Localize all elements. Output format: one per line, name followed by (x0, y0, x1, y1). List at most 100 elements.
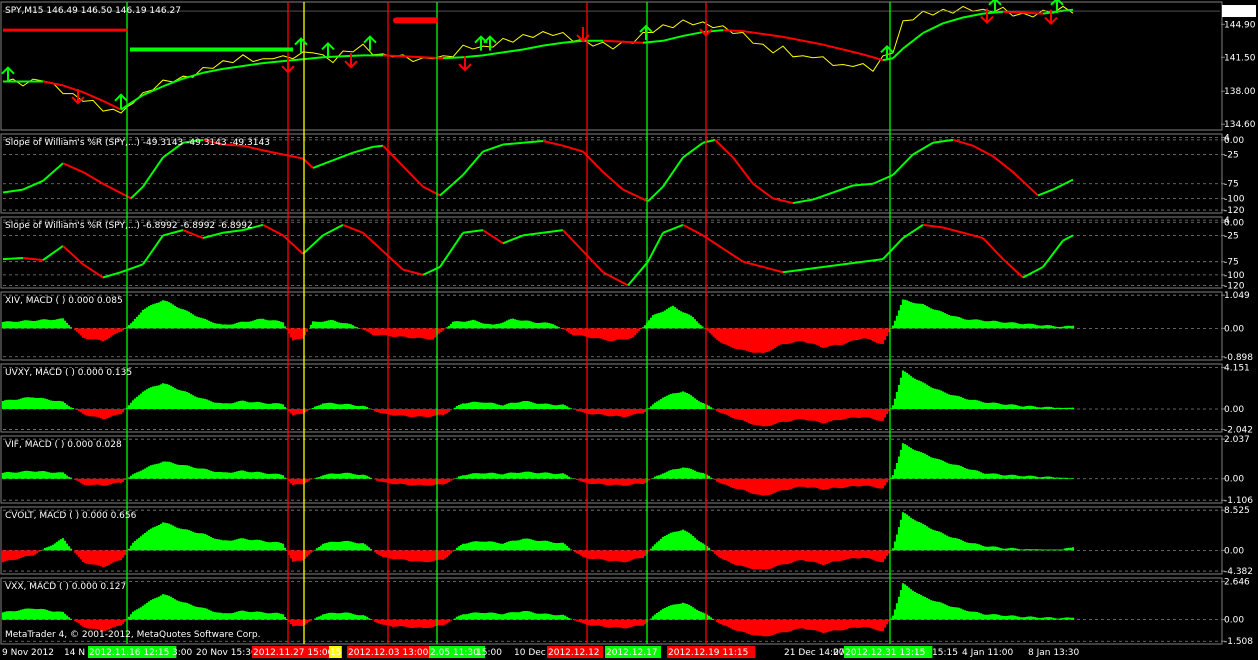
williams-slope-segment (1022, 266, 1044, 279)
williams-slope-segment (352, 145, 374, 154)
pane-1: 40.00 -25 -75 -100 -120 (0, 133, 1245, 216)
williams-slope-segment (282, 153, 304, 160)
williams-slope-segment (522, 231, 544, 237)
williams-slope-segment (602, 171, 624, 191)
down-arrow-icon (699, 21, 713, 37)
williams-slope-segment (722, 247, 744, 263)
time-label-bg (347, 646, 436, 658)
time-label-bg (252, 646, 341, 658)
williams-slope-segment (42, 162, 64, 182)
williams-slope-segment (312, 159, 334, 169)
up-arrow-icon (483, 35, 497, 51)
williams-slope-segment (2, 188, 24, 194)
moving-average-segment (602, 39, 624, 43)
y-tick-label: 0.00 (1224, 405, 1244, 415)
williams-slope-segment (942, 226, 964, 234)
williams-slope-segment (102, 182, 132, 200)
moving-average-segment (402, 55, 424, 59)
pane-title: UVXY, MACD ( ) 0.000 0.135 (5, 368, 132, 378)
down-arrow-icon (281, 58, 295, 74)
down-arrow-icon (71, 89, 85, 105)
y-tick-label: -100 (1224, 194, 1245, 204)
williams-slope-segment (142, 156, 164, 188)
williams-slope-segment (812, 191, 834, 201)
y-tick-label: -120 (1224, 281, 1245, 291)
williams-slope-segment (282, 234, 304, 255)
y-tick-label: 134.60 (1224, 120, 1256, 130)
time-label: 2012.12.17 (606, 648, 658, 658)
moving-average-segment (722, 29, 744, 33)
williams-slope-segment (522, 140, 544, 144)
williams-slope-segment (402, 268, 424, 276)
y-tick-label: -1.508 (1224, 637, 1253, 647)
moving-average-segment (1062, 8, 1074, 12)
time-label: 15:15 (932, 648, 958, 658)
y-tick-label: 2.037 (1224, 435, 1250, 445)
moving-average-segment (662, 34, 684, 42)
williams-slope-segment (362, 232, 384, 252)
y-tick-label: 0.00 (1224, 546, 1244, 556)
pane-title: CVOLT, MACD ( ) 0.000 0.656 (5, 511, 137, 521)
williams-slope-segment (862, 258, 884, 263)
williams-slope-segment (822, 263, 844, 268)
moving-average-segment (542, 41, 564, 47)
moving-average-segment (222, 65, 244, 70)
williams-slope-segment (372, 144, 384, 148)
down-arrow-icon (458, 56, 472, 72)
pane-frame (0, 577, 1223, 645)
williams-slope-segment (882, 237, 904, 260)
williams-slope-segment (542, 140, 564, 147)
williams-slope-segment (1002, 258, 1024, 279)
williams-slope-segment (922, 223, 944, 229)
macd-histogram-negative (1, 478, 1075, 496)
williams-slope-segment (1042, 240, 1064, 268)
williams-slope-segment (222, 143, 244, 147)
williams-slope-segment (462, 150, 484, 176)
y-tick-label: -4.382 (1224, 567, 1253, 577)
time-label: 15 (330, 648, 341, 658)
price-annotations (1, 0, 1064, 109)
y-tick-label: -1.106 (1224, 496, 1253, 506)
moving-average-segment (942, 16, 964, 25)
williams-slope-segment (662, 223, 684, 234)
macd-histogram-negative (1, 550, 1075, 570)
y-tick-label: 0.00 (1224, 616, 1244, 626)
williams-slope-segment (402, 165, 424, 188)
up-arrow-icon (114, 93, 128, 109)
williams-slope-segment (22, 179, 44, 191)
time-label: 2012.11.27 15:00 (253, 648, 334, 658)
macd-histogram-negative (1, 619, 1075, 637)
williams-slope-segment (482, 143, 504, 153)
williams-slope-segment (202, 138, 224, 146)
moving-average-segment (622, 40, 644, 44)
up-arrow-icon (1050, 0, 1064, 13)
moving-average-segment (522, 44, 544, 51)
time-label-bg (88, 646, 177, 658)
signal-vertical-lines (126, 2, 891, 644)
down-arrow-icon (980, 8, 994, 25)
time-axis: 9 Nov 2012 14 N 2012.11.16 12:15 3:00 20 Nov… (2, 646, 1080, 658)
pane-frame (0, 133, 1223, 214)
williams-slope-segment (762, 265, 784, 274)
moving-average-segment (802, 39, 824, 46)
williams-slope-segment (647, 232, 664, 263)
moving-average-segment (302, 56, 324, 61)
time-label: 8 Jan 13:30 (1028, 648, 1080, 658)
williams-slope-segment (62, 162, 84, 173)
y-tick-label: 4 (1224, 134, 1230, 144)
pane-5: 2.037 0.00 -1.106 (0, 435, 1253, 506)
williams-slope-segment (382, 145, 404, 167)
williams-slope-segment (382, 250, 404, 271)
williams-slope-segment (582, 250, 604, 273)
y-tick-label: -120 (1224, 206, 1245, 216)
williams-slope-segment (342, 223, 364, 234)
moving-average-segment (202, 67, 224, 74)
copyright-text: MetaTrader 4, © 2001-2012, MetaQuotes So… (5, 630, 261, 640)
y-tick-label: 1.049 (1224, 291, 1250, 301)
moving-average-segment (162, 77, 184, 88)
pane-frame (0, 506, 1223, 575)
williams-slope-segment (562, 229, 584, 252)
up-arrow-icon (294, 37, 308, 53)
y-tick-label: -25 (1224, 150, 1239, 160)
